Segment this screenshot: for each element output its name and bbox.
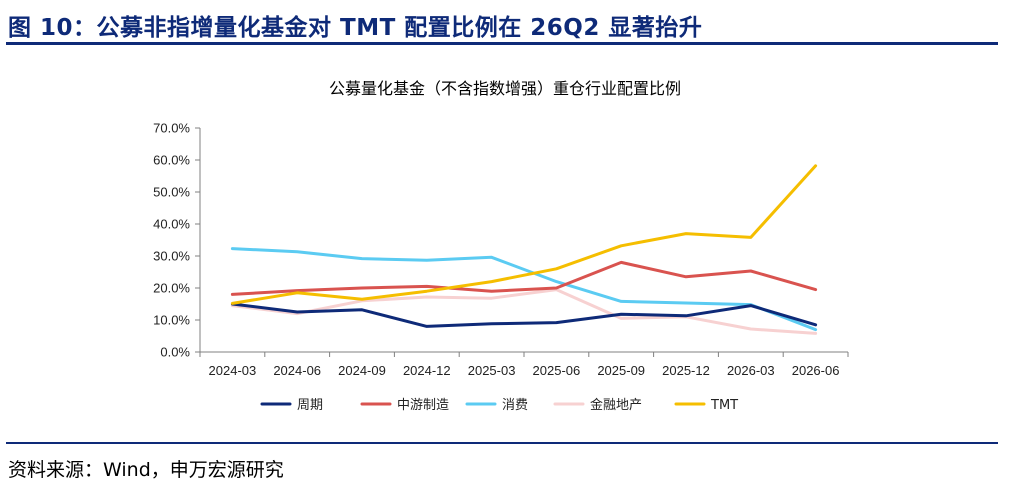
series-line-0 bbox=[230, 302, 818, 328]
legend-label: 金融地产 bbox=[590, 397, 642, 413]
chart-axes: 0.0% 10.0% 20.0% 30.0% 40.0% 50.0% 60.0% 70.0% 2… bbox=[153, 121, 849, 378]
series-line-3 bbox=[230, 288, 818, 335]
y-tick-label: 40.0% bbox=[153, 217, 190, 232]
title-divider bbox=[6, 42, 998, 45]
x-tick-label: 2024-06 bbox=[273, 363, 321, 378]
x-tick-label: 2025-12 bbox=[662, 363, 710, 378]
x-tick-label: 2025-06 bbox=[533, 363, 581, 378]
x-tick-label: 2026-06 bbox=[792, 363, 840, 378]
series-line-4 bbox=[230, 164, 818, 305]
series-line-1 bbox=[230, 260, 818, 296]
x-tick-label: 2025-03 bbox=[468, 363, 516, 378]
series-line-2 bbox=[230, 247, 818, 332]
y-tick-label: 10.0% bbox=[153, 313, 190, 328]
legend-label: TMT bbox=[710, 398, 738, 413]
x-tick-label: 2026-03 bbox=[727, 363, 775, 378]
source-note: 资料来源：Wind，申万宏源研究 bbox=[8, 459, 284, 481]
x-tick-label: 2024-03 bbox=[209, 363, 257, 378]
legend-label: 中游制造 bbox=[397, 398, 449, 413]
x-tick-label: 2024-12 bbox=[403, 363, 451, 378]
y-tick-label: 60.0% bbox=[153, 153, 190, 168]
y-tick-label: 70.0% bbox=[153, 121, 190, 136]
chart-series bbox=[230, 164, 818, 335]
chart-legend: 周期 中游制造 消费 金融地产 TMT bbox=[260, 397, 738, 413]
x-tick-label: 2025-09 bbox=[597, 363, 645, 378]
footer-divider bbox=[6, 442, 998, 444]
figure-title: 图 10：公募非指增量化基金对 TMT 配置比例在 26Q2 显著抬升 bbox=[8, 15, 703, 41]
y-tick-label: 30.0% bbox=[153, 249, 190, 264]
y-tick-label: 20.0% bbox=[153, 281, 190, 296]
chart-title: 公募量化基金（不含指数增强）重仓行业配置比例 bbox=[329, 79, 681, 98]
legend-label: 周期 bbox=[297, 398, 323, 413]
x-tick-label: 2024-09 bbox=[338, 363, 386, 378]
legend-label: 消费 bbox=[502, 398, 528, 413]
y-tick-label: 50.0% bbox=[153, 185, 190, 200]
line-chart: 公募量化基金（不含指数增强）重仓行业配置比例 0.0% 10.0% 20.0% 30.… bbox=[153, 79, 849, 413]
y-tick-label: 0.0% bbox=[160, 345, 190, 360]
